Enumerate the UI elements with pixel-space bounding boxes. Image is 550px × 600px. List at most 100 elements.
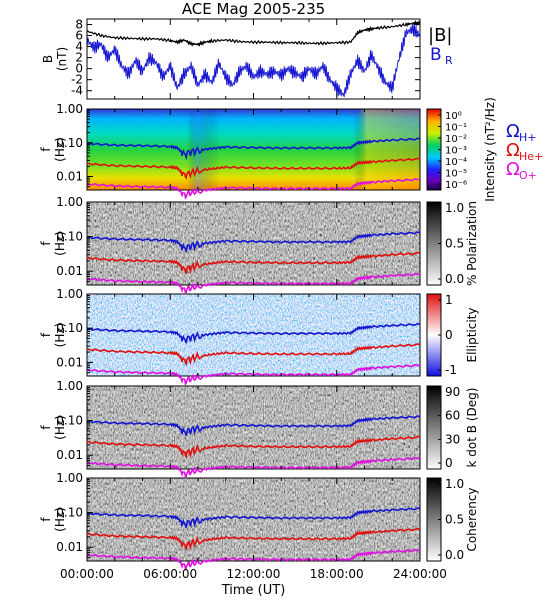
legend-omega-sub-1: He+ bbox=[519, 150, 543, 163]
y-tick-label: 1.00 bbox=[56, 195, 83, 209]
series-line-b-radial bbox=[86, 22, 421, 98]
y-tick-label: 1.00 bbox=[56, 379, 83, 393]
gyrofrequency-line-o-plus bbox=[86, 272, 421, 295]
y-tick-label: -4 bbox=[71, 84, 83, 98]
colorbar-tick-label: 10⁻³ bbox=[445, 146, 467, 157]
y-tick-label: 8 bbox=[75, 18, 83, 32]
colorbar-tick-label: 10⁻¹ bbox=[445, 123, 467, 134]
x-tick-label: 00:00:00 bbox=[60, 567, 114, 581]
colorbar-label: Intensity (nT²/Hz) bbox=[483, 97, 497, 202]
y-axis-label: f bbox=[39, 517, 53, 522]
legend-omega-sub-0: H+ bbox=[519, 131, 537, 144]
legend-omega-1: Ω bbox=[506, 140, 520, 161]
y-tick-label: -2 bbox=[71, 73, 83, 87]
legend-b-radial-sub: R bbox=[445, 54, 453, 67]
y-tick-label: 0.01 bbox=[56, 448, 83, 462]
colorbar-tick-label: -1 bbox=[445, 363, 457, 377]
y-tick-label: 0.01 bbox=[56, 170, 83, 184]
colorbar-tick-label: 0 bbox=[445, 456, 453, 470]
gyrofrequency-line-o-plus bbox=[86, 364, 421, 386]
y-tick-label: 2 bbox=[75, 51, 83, 65]
field-plot-frame bbox=[86, 18, 421, 100]
gyrofrequency-line-he-plus bbox=[86, 251, 421, 275]
colorbar-label: Coherency bbox=[465, 487, 479, 551]
y-axis-unit: (Hz) bbox=[53, 137, 67, 162]
wave-normal-angle-colorbar bbox=[426, 385, 442, 470]
gyrofrequency-line-o-plus bbox=[86, 548, 421, 571]
y-tick-label: 0.10 bbox=[56, 136, 83, 150]
colorbar-tick-label: 0.0 bbox=[445, 272, 464, 286]
colorbar-tick-label: 10⁰ bbox=[445, 111, 462, 122]
gyrofrequency-line-o-plus bbox=[86, 178, 420, 200]
colorbar-tick-label: 1 bbox=[445, 293, 453, 307]
y-tick-label: 1.00 bbox=[56, 471, 83, 485]
colorbar-label: % Polarization bbox=[465, 201, 479, 286]
y-axis-label: f bbox=[39, 425, 53, 430]
legend-omega-sub-2: O+ bbox=[519, 169, 537, 182]
x-tick-label: 12:00:00 bbox=[227, 567, 281, 581]
colorbar-tick-label: 10⁻² bbox=[445, 134, 467, 145]
y-tick-label: 0.10 bbox=[56, 414, 83, 428]
y-axis-unit: (nT) bbox=[55, 47, 69, 71]
colorbar-tick-label: 10⁻⁶ bbox=[445, 180, 467, 191]
y-tick-label: 0.10 bbox=[56, 230, 83, 244]
colorbar-tick-label: 60 bbox=[445, 409, 460, 423]
y-axis-label: f bbox=[39, 332, 53, 337]
colorbar-tick-label: 10⁻⁴ bbox=[445, 157, 467, 168]
x-axis-label: Time (UT) bbox=[221, 583, 286, 598]
y-axis-unit: (Hz) bbox=[53, 323, 67, 348]
colorbar-tick-label: 0.0 bbox=[445, 548, 464, 562]
y-tick-label: 0.10 bbox=[56, 506, 83, 520]
y-axis-unit: (Hz) bbox=[53, 415, 67, 440]
colorbar-tick-label: 1.0 bbox=[445, 477, 464, 491]
colorbar-tick-label: 0.5 bbox=[445, 237, 464, 251]
x-tick-label: 18:00:00 bbox=[310, 567, 364, 581]
y-tick-label: 0.01 bbox=[56, 264, 83, 278]
wave-normal-angle-texture bbox=[87, 386, 420, 469]
gyrofrequency-line-he-plus bbox=[86, 435, 421, 459]
gyrofrequency-line-h-plus bbox=[86, 415, 421, 436]
x-tick-label: 06:00:00 bbox=[143, 567, 197, 581]
gyrofrequency-line-h-plus bbox=[86, 322, 421, 344]
y-tick-label: 1.00 bbox=[56, 102, 83, 116]
y-axis-label: f bbox=[39, 147, 53, 152]
y-tick-label: 4 bbox=[75, 40, 83, 54]
legend-b-radial: B bbox=[430, 45, 442, 65]
colorbar-tick-label: 0 bbox=[445, 328, 453, 342]
y-tick-label: 0.01 bbox=[56, 540, 83, 554]
legend-omega-0: Ω bbox=[506, 121, 520, 142]
y-tick-label: 0.10 bbox=[56, 321, 83, 335]
gyrofrequency-line-o-plus bbox=[86, 456, 421, 479]
y-axis-unit: (Hz) bbox=[53, 507, 67, 532]
gyrofrequency-line-he-plus bbox=[86, 343, 421, 366]
spectrogram-texture bbox=[87, 109, 420, 190]
legend-b-magnitude: |B| bbox=[428, 25, 452, 46]
colorbar-tick-label: 1.0 bbox=[445, 201, 464, 215]
y-axis-label: f bbox=[39, 241, 53, 246]
x-tick-label: 24:00:00 bbox=[393, 567, 447, 581]
colorbar-tick-label: 90 bbox=[445, 385, 460, 399]
series-line-b-magnitude bbox=[86, 19, 421, 48]
y-axis-unit: (Hz) bbox=[53, 231, 67, 256]
gyrofrequency-line-he-plus bbox=[86, 157, 421, 180]
ellipticity-texture-blue bbox=[87, 294, 420, 376]
polarization-texture bbox=[87, 202, 420, 285]
colorbar-label: k dot B (Deg) bbox=[465, 388, 479, 468]
colorbar-label: Ellipticity bbox=[465, 308, 479, 363]
y-axis-label: B bbox=[41, 55, 55, 63]
y-tick-label: 0.01 bbox=[56, 355, 83, 369]
gyrofrequency-line-h-plus bbox=[86, 507, 421, 528]
y-tick-label: 0 bbox=[75, 62, 83, 76]
coherency-texture bbox=[87, 478, 420, 561]
colorbar-tick-label: 30 bbox=[445, 432, 460, 446]
colorbar-tick-label: 0.5 bbox=[445, 513, 464, 527]
colorbar-tick-label: 10⁻⁵ bbox=[445, 169, 467, 180]
y-tick-label: 6 bbox=[75, 29, 83, 43]
gyrofrequency-line-h-plus bbox=[86, 137, 421, 161]
y-tick-label: 1.00 bbox=[56, 287, 83, 301]
legend-omega-2: Ω bbox=[506, 159, 520, 180]
gyrofrequency-line-he-plus bbox=[86, 527, 421, 551]
chart-title: ACE Mag 2005-235 bbox=[182, 0, 325, 18]
gyrofrequency-line-h-plus bbox=[86, 231, 421, 252]
